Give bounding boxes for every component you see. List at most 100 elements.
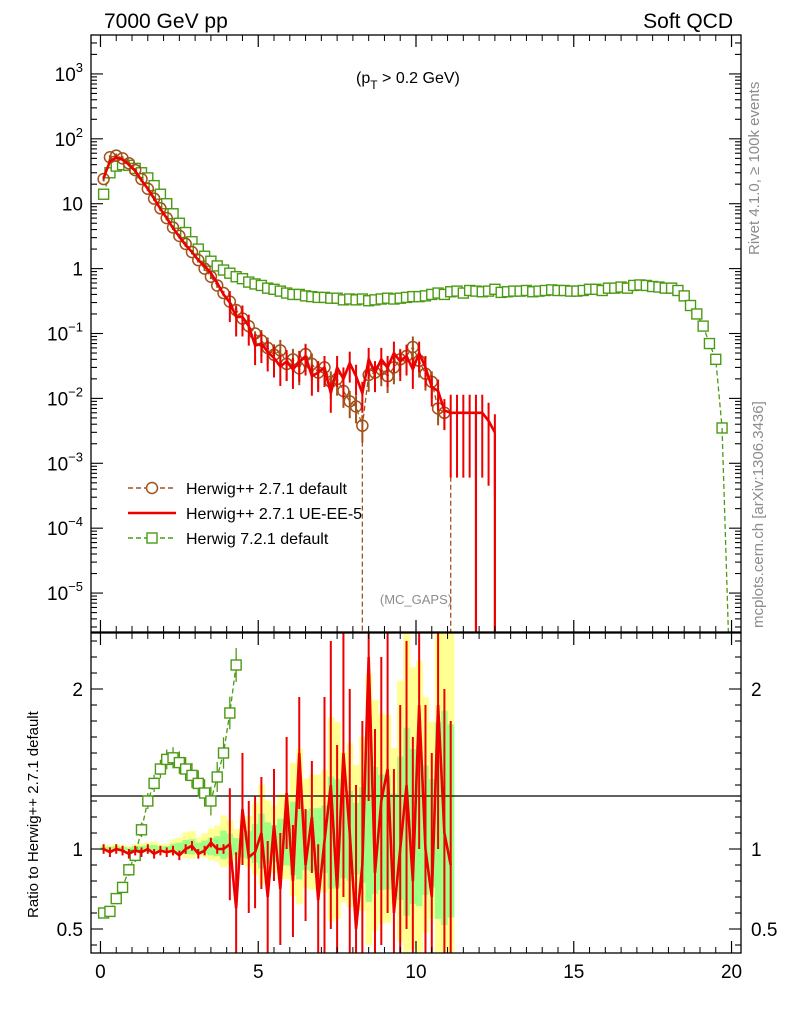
ratio-band-green [296,793,303,880]
legend: Herwig++ 2.7.1 default Herwig++ 2.7.1 UE-… [128,481,362,548]
y-tick-label-base: 10 [55,65,76,86]
data-point-herwig7 [697,320,709,332]
data-point-herwig7 [154,188,167,200]
y-tick-label-exponent: −2 [68,384,83,399]
legend-marker-circle [145,481,159,495]
ratio-y-tick-label-right: 2 [751,680,762,701]
data-point-herwig7 [678,290,690,302]
y-tick-label: 10−1 [47,320,83,346]
y-tick-label-exponent: −5 [68,579,83,594]
ratio-point-herwig7 [123,864,135,876]
y-tick-label-base: 1 [72,260,83,281]
mcplots-label: mcplots.cern.ch [arXiv:1306.3436] [750,401,767,628]
y-tick-label: 103 [55,60,83,86]
ratio-y-axis-label: Ratio to Herwig++ 2.7.1 default [25,710,42,918]
cut-label: (pT > 0.2 GeV) [356,70,460,92]
ratio-series-group [97,633,452,953]
ratio-line-herwig7 [103,664,237,914]
ratio-point-herwig7 [148,777,160,790]
y-tick-label-exponent: −1 [68,320,83,335]
ratio-band-green [125,847,133,850]
y-tick-label-base: 10 [55,130,76,151]
data-point-herwig7 [148,179,160,192]
y-tick-label-base: 10 [62,195,83,216]
ratio-band-green [176,842,184,853]
legend-label: Herwig++ 2.7.1 UE-EE-5 [186,506,362,523]
y-tick-label: 10−3 [47,449,83,475]
cut-label-sub: T [370,78,378,92]
data-point-herwigpp-default [122,157,136,170]
ratio-point-herwig7 [116,881,129,894]
ratio-point-herwig7 [230,659,242,671]
ratio-uncertainty-bands [100,633,455,953]
x-tick-label: 0 [95,962,106,983]
ratio-point-herwig7 [142,795,154,807]
ratio-point-herwig7 [173,756,186,769]
ratio-point-herwig7 [224,707,236,719]
x-tick-label: 15 [563,962,584,983]
data-point-herwig7 [179,226,192,239]
ratio-band-green [195,842,202,853]
data-point-herwigpp-default [128,163,142,177]
gaps-label: (MC_GAPS) [380,592,452,607]
main-series-group [97,149,730,632]
y-tick-label-exponent: 2 [76,125,83,140]
data-point-herwigpp-default [356,419,369,432]
y-tick-label: 10−5 [47,579,83,605]
data-point-herwig7 [703,337,716,350]
right-title: Soft QCD [643,10,733,33]
left-title: 7000 GeV pp [104,10,228,33]
y-tick-label-exponent: −3 [68,449,83,464]
x-tick-label: 20 [721,962,742,983]
y-tick-label: 1 [72,260,83,281]
y-tick-label-exponent: −4 [68,514,83,529]
cut-label-open: (p [356,70,370,87]
data-point-herwigpp-default [173,229,186,243]
series-dropoff-herwig7 [721,427,730,632]
data-point-herwigpp-default [166,221,180,234]
ratio-y-tick-label-right: 1 [751,840,762,861]
cut-label-rest: > 0.2 GeV) [378,70,460,87]
x-tick-label: 5 [253,962,264,983]
y-tick-label-exponent: 3 [76,60,83,75]
data-point-herwig7 [710,353,722,366]
ratio-y-tick-label: 2 [72,680,83,701]
data-point-herwigpp-default [192,253,205,267]
rivet-label: Rivet 4.1.0, ≥ 100k events [746,82,763,255]
data-point-herwigpp-default [210,279,224,292]
data-point-herwigpp-default [147,192,161,205]
data-point-herwig7 [173,217,186,229]
data-point-herwig7 [167,208,179,220]
y-tick-label-base: 10 [47,519,68,540]
data-point-herwigpp-default [135,172,148,186]
data-point-herwigpp-default [198,262,211,275]
data-point-herwigpp-default [154,202,167,215]
data-point-herwigpp-default [97,172,110,186]
ratio-point-herwig7 [198,787,211,799]
x-tick-label: 10 [405,962,426,983]
y-tick-label: 10−2 [47,384,83,410]
ratio-point-herwig7 [192,777,204,790]
series-line-herwigpp-ueee5 [102,155,497,433]
y-tick-label-base: 10 [47,454,68,475]
data-point-herwig7 [691,308,703,320]
ratio-band-green [365,752,373,902]
ratio-point-herwig7 [217,747,230,759]
data-point-herwigpp-default [179,237,192,251]
y-tick-label-base: 10 [47,584,68,605]
data-point-herwigpp-default [141,182,155,196]
ratio-point-herwig7 [154,763,167,775]
data-point-herwigpp-default [109,149,123,162]
y-tick-label: 10−4 [47,514,83,540]
ratio-band-green [315,808,322,872]
ratio-band-green [232,838,240,856]
data-point-herwigpp-default [160,211,173,225]
ratio-y-tick-label: 0.5 [57,920,83,941]
data-point-herwig7 [97,188,110,200]
ratio-point-herwig7 [211,771,223,783]
ratio-point-herwig7 [205,795,217,807]
legend-label: Herwig++ 2.7.1 default [186,481,348,498]
axis-ticks: 0 5 10 15 2010310210110−110−210−310−410−50.5… [47,35,777,983]
ratio-y-tick-label: 1 [72,840,83,861]
